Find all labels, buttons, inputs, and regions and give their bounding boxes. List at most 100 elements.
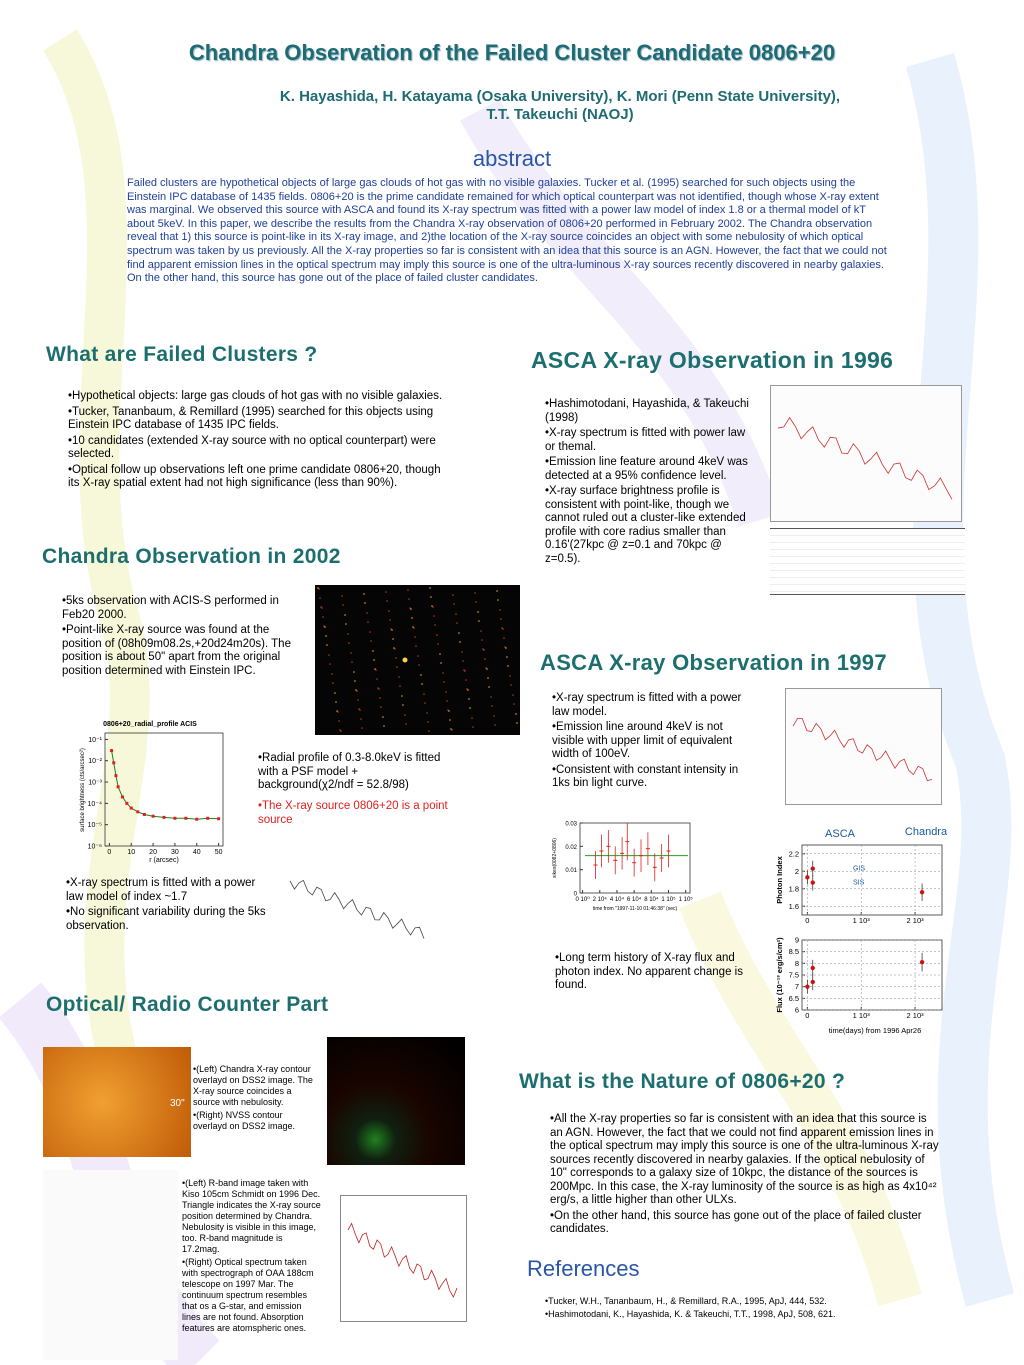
xray-pixel bbox=[320, 606, 322, 608]
xray-pixel bbox=[515, 713, 517, 715]
y-tick-label: 7.5 bbox=[789, 971, 799, 980]
xray-pixel bbox=[401, 695, 403, 697]
heading: Optical/ Radio Counter Part bbox=[46, 993, 329, 1016]
xray-pixel bbox=[428, 730, 430, 732]
xray-pixel bbox=[440, 662, 442, 664]
xray-pixel bbox=[504, 646, 506, 648]
caption: •(Left) Chandra X-ray contour overlayd o… bbox=[193, 1064, 313, 1134]
xray-pixel bbox=[389, 619, 391, 621]
y-tick-label: 10⁻⁵ bbox=[88, 822, 102, 829]
xray-pixel bbox=[407, 589, 409, 591]
spectrum-curve bbox=[347, 1222, 458, 1298]
plot-frame bbox=[104, 732, 224, 847]
xray-pixel bbox=[385, 591, 387, 593]
radio-image bbox=[327, 1037, 465, 1165]
xray-pixel bbox=[380, 706, 382, 708]
x-tick-label: 0 bbox=[107, 849, 111, 856]
xray-pixel bbox=[481, 639, 483, 641]
xray-pixel bbox=[496, 590, 498, 592]
xray-pixel bbox=[358, 708, 360, 710]
bullet: •Tucker, W.H., Tananbaum, H., & Remillar… bbox=[545, 1296, 827, 1306]
xray-pixel bbox=[455, 613, 457, 615]
xray-pixel bbox=[477, 611, 479, 613]
xray-pixel bbox=[360, 718, 362, 720]
point bbox=[810, 979, 815, 985]
references: •Tucker, W.H., Tananbaum, H., & Remillar… bbox=[545, 1296, 985, 1322]
xray-pixel bbox=[452, 594, 454, 596]
xray-pixel bbox=[510, 684, 512, 686]
profile-point bbox=[110, 749, 114, 753]
x-tick-label: 0 10⁰ bbox=[576, 896, 591, 903]
xray-pixel bbox=[459, 641, 461, 643]
profile-point bbox=[173, 816, 177, 820]
profile-point bbox=[116, 785, 120, 789]
xray-pixel bbox=[350, 652, 352, 654]
xray-pixel bbox=[424, 702, 426, 704]
xray-pixel bbox=[420, 674, 422, 676]
x-tick-label: 10 bbox=[127, 849, 135, 856]
y-tick-label: 9 bbox=[795, 936, 799, 945]
xray-pixel bbox=[417, 655, 419, 657]
profile-point bbox=[217, 817, 221, 821]
bullet: •Hypothetical objects: large gas clouds … bbox=[68, 390, 443, 402]
bullet: •All the X-ray properties so far is cons… bbox=[550, 1113, 939, 1206]
xray-source bbox=[402, 657, 408, 663]
label: Chandra bbox=[905, 826, 948, 838]
xray-pixel bbox=[448, 710, 450, 712]
x-tick-label: 0 bbox=[805, 916, 809, 925]
profile-point bbox=[120, 795, 124, 799]
xray-pixel bbox=[493, 715, 495, 717]
point bbox=[805, 875, 810, 880]
xray-pixel bbox=[472, 726, 474, 728]
profile-point bbox=[184, 816, 188, 820]
xray-image bbox=[315, 585, 520, 735]
xray-pixel bbox=[449, 719, 451, 721]
xray-pixel bbox=[463, 669, 465, 671]
xray-pixel bbox=[396, 666, 398, 668]
author-line: T.T. Takeuchi (NAOJ) bbox=[486, 106, 634, 123]
xray-pixel bbox=[431, 605, 433, 607]
xray-pixel bbox=[410, 608, 412, 610]
authors: K. Hayashida, H. Katayama (Osaka Univers… bbox=[160, 88, 960, 124]
spectrum-curve bbox=[777, 416, 953, 500]
y-tick-label: 1.6 bbox=[789, 902, 799, 911]
xray-pixel bbox=[491, 705, 493, 707]
xray-pixel bbox=[374, 668, 376, 670]
xray-pixel bbox=[482, 648, 484, 650]
y-tick-label: 10⁻¹ bbox=[88, 737, 102, 744]
xray-pixel bbox=[393, 647, 395, 649]
xray-pixel bbox=[390, 628, 392, 630]
heading: What is the Nature of 0806+20 ? bbox=[519, 1070, 846, 1093]
profile-point bbox=[136, 810, 140, 814]
xray-pixel bbox=[328, 654, 330, 656]
xray-pixel bbox=[366, 612, 368, 614]
xray-pixel bbox=[487, 677, 489, 679]
profile-point bbox=[142, 813, 146, 817]
bullet: •(Left) Chandra X-ray contour overlayd o… bbox=[193, 1064, 313, 1107]
bullet: •Radial profile of 0.3-8.0keV is fitted … bbox=[258, 752, 441, 791]
bullets: •All the X-ray properties so far is cons… bbox=[550, 1113, 940, 1239]
x-tick-label: 1 10³ bbox=[853, 1011, 871, 1020]
y-tick-label: 0.01 bbox=[565, 868, 577, 874]
xray-pixel bbox=[348, 642, 350, 644]
bullet: •5ks observation with ACIS-S performed i… bbox=[62, 595, 279, 621]
xray-pixel bbox=[361, 727, 363, 729]
xray-pixel bbox=[338, 720, 340, 722]
profile-point bbox=[162, 815, 166, 819]
bullet: •X-ray spectrum is fitted with power law… bbox=[545, 427, 746, 453]
y-tick-label: 10⁻⁴ bbox=[88, 801, 103, 808]
heading: What are Failed Clusters ? bbox=[46, 343, 318, 366]
bullet: •Tucker, Tananbaum, & Remillard (1995) s… bbox=[68, 405, 434, 432]
y-tick-label: 10⁻³ bbox=[88, 780, 102, 787]
y-tick-label: 0.03 bbox=[565, 822, 577, 828]
y-tick-label: 8.5 bbox=[789, 947, 799, 956]
xray-pixel bbox=[421, 683, 423, 685]
spectrum-curve bbox=[289, 879, 425, 939]
xray-pixel bbox=[375, 669, 377, 671]
xray-pixel bbox=[324, 626, 326, 628]
xray-pixel bbox=[478, 620, 480, 622]
xray-pixel bbox=[322, 616, 324, 618]
xray-pixel bbox=[450, 728, 452, 730]
xray-pixel bbox=[372, 650, 374, 652]
